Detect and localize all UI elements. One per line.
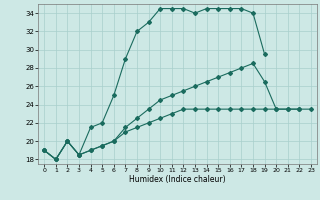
- X-axis label: Humidex (Indice chaleur): Humidex (Indice chaleur): [129, 175, 226, 184]
